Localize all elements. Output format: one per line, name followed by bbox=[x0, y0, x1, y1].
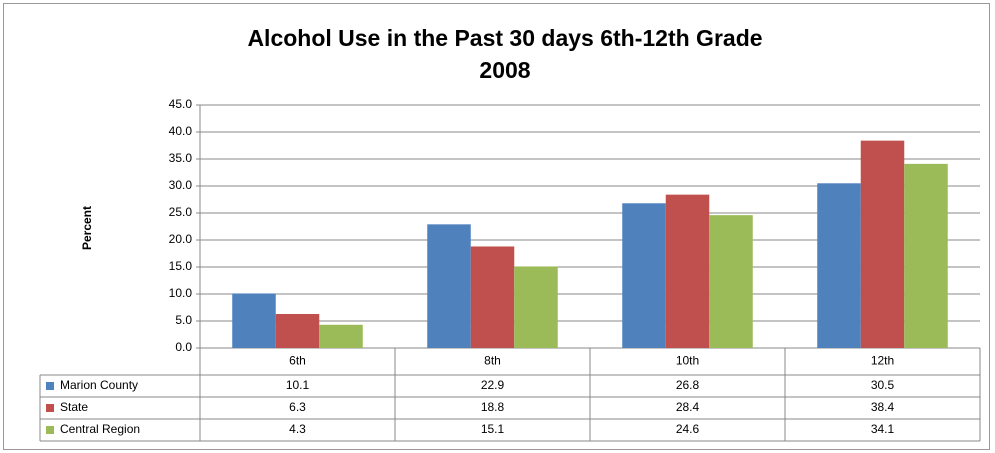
table-value: 30.5 bbox=[871, 378, 895, 392]
table-value: 26.8 bbox=[676, 378, 700, 392]
bar bbox=[817, 183, 861, 348]
y-tick-label: 0.0 bbox=[175, 340, 192, 354]
x-tick-label: 8th bbox=[484, 354, 501, 368]
table-value: 34.1 bbox=[871, 422, 895, 436]
y-tick-label: 45.0 bbox=[169, 97, 193, 111]
y-tick-label: 10.0 bbox=[169, 286, 193, 300]
bar bbox=[904, 163, 948, 348]
legend-key bbox=[46, 382, 54, 390]
x-tick-label: 12th bbox=[871, 354, 894, 368]
bar bbox=[427, 224, 471, 348]
table-value: 38.4 bbox=[871, 400, 895, 414]
bar bbox=[232, 293, 276, 348]
y-tick-label: 35.0 bbox=[169, 151, 193, 165]
y-tick-label: 5.0 bbox=[175, 313, 192, 327]
bar bbox=[514, 266, 558, 348]
chart-title: Alcohol Use in the Past 30 days 6th-12th… bbox=[247, 25, 762, 51]
table-value: 18.8 bbox=[481, 400, 505, 414]
y-tick-label: 20.0 bbox=[169, 232, 193, 246]
y-tick-label: 40.0 bbox=[169, 124, 193, 138]
y-axis-label: Percent bbox=[80, 206, 94, 250]
bar bbox=[622, 203, 666, 348]
table-value: 15.1 bbox=[481, 422, 505, 436]
table-value: 28.4 bbox=[676, 400, 700, 414]
table-value: 22.9 bbox=[481, 378, 505, 392]
legend-label: Central Region bbox=[60, 422, 140, 436]
x-tick-label: 10th bbox=[676, 354, 699, 368]
chart-subtitle: 2008 bbox=[479, 57, 530, 83]
table-value: 4.3 bbox=[289, 422, 306, 436]
table-value: 10.1 bbox=[286, 378, 310, 392]
bar bbox=[275, 313, 320, 348]
y-tick-label: 25.0 bbox=[169, 205, 193, 219]
legend-key bbox=[46, 404, 54, 412]
y-tick-label: 15.0 bbox=[169, 259, 193, 273]
bar bbox=[319, 324, 363, 348]
legend-label: Marion County bbox=[60, 378, 138, 392]
table-value: 6.3 bbox=[289, 400, 306, 414]
x-tick-label: 6th bbox=[289, 354, 306, 368]
bar bbox=[860, 140, 905, 348]
bar bbox=[709, 215, 753, 348]
legend-label: State bbox=[60, 400, 88, 414]
bar bbox=[470, 246, 515, 348]
bar bbox=[665, 194, 710, 348]
y-tick-label: 30.0 bbox=[169, 178, 193, 192]
legend-key bbox=[46, 426, 54, 434]
table-value: 24.6 bbox=[676, 422, 700, 436]
